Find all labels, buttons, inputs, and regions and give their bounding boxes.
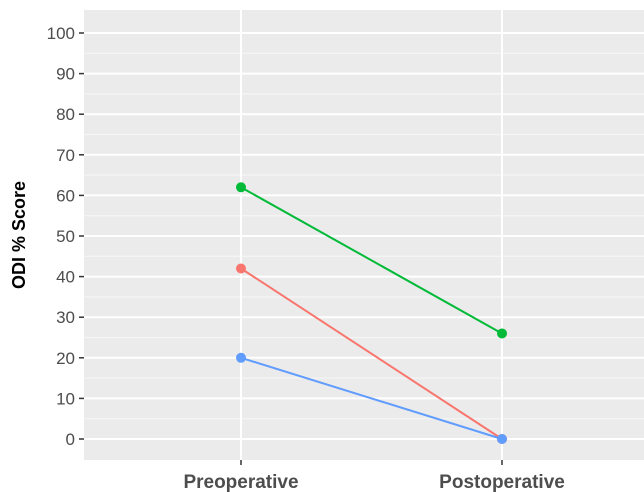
data-point	[497, 434, 507, 444]
series-line	[240, 356, 503, 440]
x-axis: Preoperative Postoperative	[183, 460, 565, 492]
y-tick-label: 100	[47, 24, 75, 43]
data-point	[236, 352, 246, 363]
y-tick-label: 50	[56, 227, 75, 246]
y-tick-label: 40	[56, 268, 75, 287]
series-layer	[236, 182, 507, 444]
minor-gridlines	[84, 52, 644, 420]
y-tick-label: 0	[66, 430, 75, 449]
y-tick-label: 90	[56, 65, 75, 84]
series-line	[240, 267, 503, 440]
series-3	[236, 352, 507, 444]
y-axis-title: ODI % Score	[9, 181, 29, 289]
y-tick-label: 30	[56, 308, 75, 327]
data-point	[236, 182, 246, 193]
y-tick-label: 60	[56, 186, 75, 205]
x-category-label: Postoperative	[439, 472, 565, 492]
series-1	[236, 182, 507, 339]
major-gridlines	[84, 10, 644, 460]
data-point	[236, 263, 246, 274]
y-tick-label: 70	[56, 146, 75, 165]
y-tick-label: 10	[56, 389, 75, 408]
data-point	[497, 328, 507, 339]
y-tick-label: 20	[56, 349, 75, 368]
x-category-label: Preoperative	[183, 472, 298, 492]
y-tick-label: 80	[56, 105, 75, 124]
series-line	[240, 186, 503, 335]
y-axis: 0 10 20 30 40 50 60 70 80 90 100	[47, 24, 84, 449]
